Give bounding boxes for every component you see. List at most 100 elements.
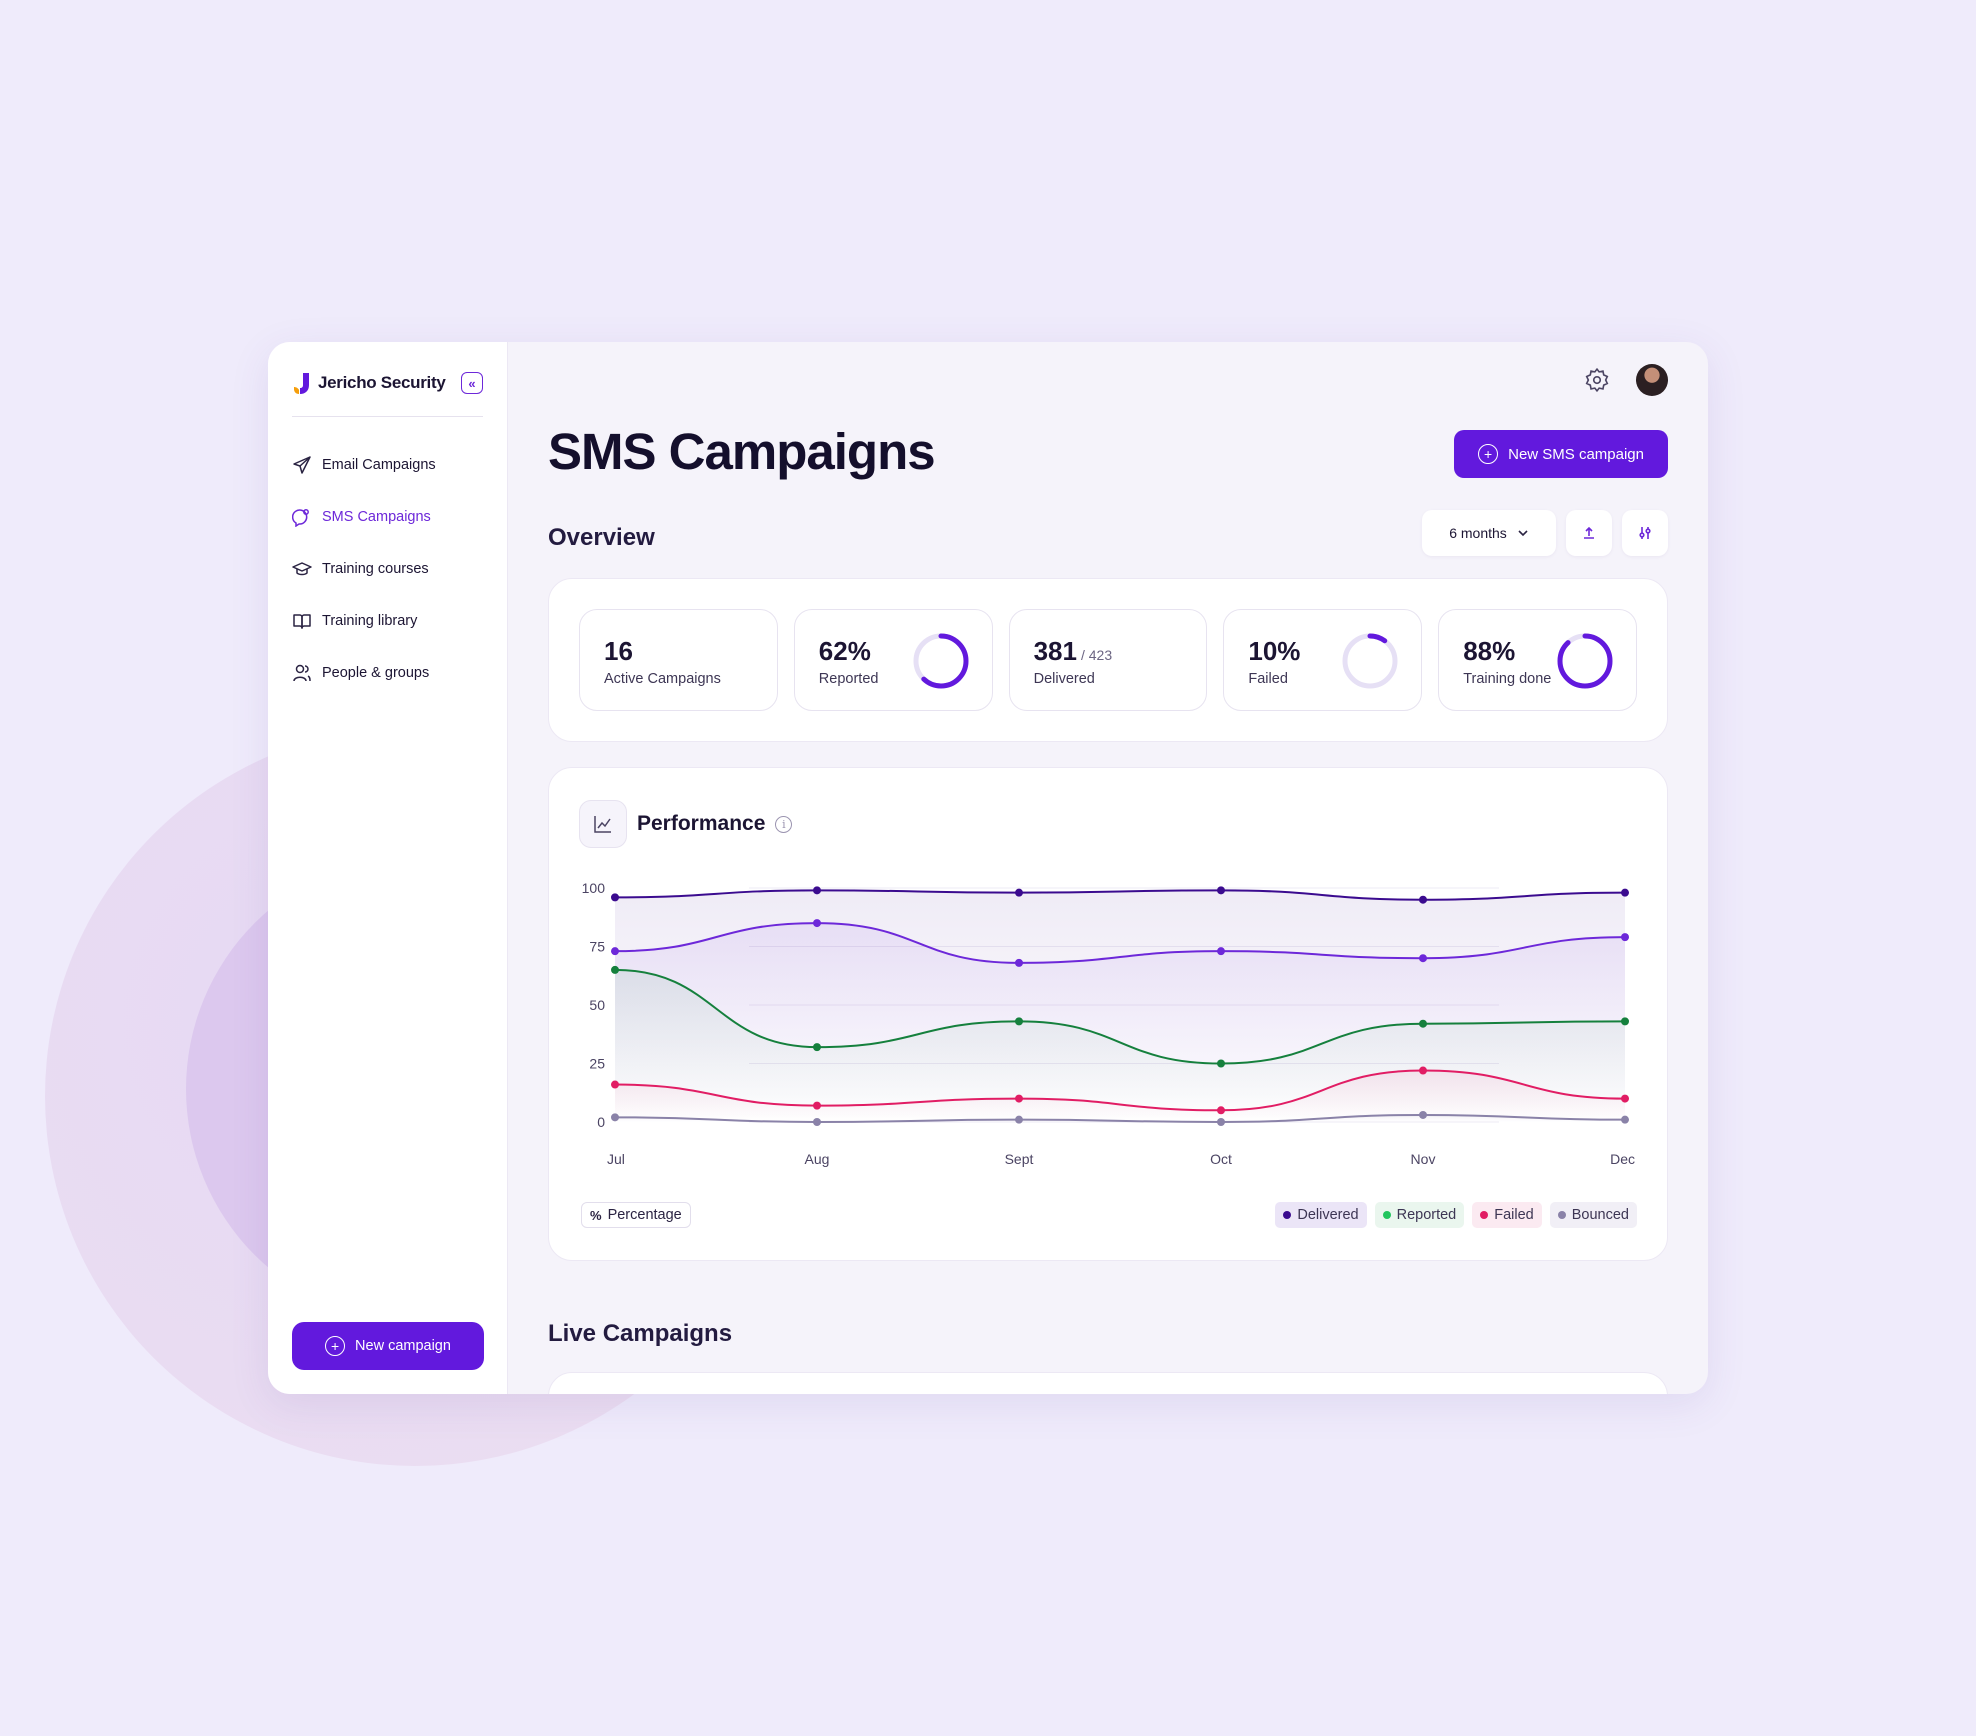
data-point[interactable]	[813, 1043, 821, 1052]
data-point[interactable]	[1217, 886, 1225, 895]
overview-title: Overview	[548, 524, 655, 551]
info-icon[interactable]: i	[775, 815, 793, 833]
data-point[interactable]	[1621, 1115, 1629, 1124]
avatar[interactable]	[1636, 364, 1668, 396]
progress-ring	[913, 633, 969, 689]
legend-item-failed[interactable]: Failed	[1472, 1202, 1542, 1228]
sliders-icon	[1639, 527, 1651, 539]
overview-controls: 6 months	[1412, 510, 1668, 556]
range-select-value: 6 months	[1449, 525, 1507, 541]
legend-dot	[1557, 1211, 1566, 1219]
legend-label: Reported	[1396, 1207, 1457, 1223]
data-point[interactable]	[611, 947, 619, 956]
unit-badge-label: Percentage	[607, 1207, 682, 1223]
series-line	[614, 922, 1626, 964]
gear-icon[interactable]	[1584, 367, 1610, 393]
chevron-down-icon	[1518, 530, 1528, 537]
main-content: SMS Campaigns + New SMS campaign Overvie…	[508, 342, 1708, 1394]
sidebar-item-label: SMS Campaigns	[322, 509, 431, 525]
data-point[interactable]	[1217, 1106, 1225, 1115]
sidebar-item-label: Training library	[322, 613, 418, 629]
app-window: Jericho Security « Email Campaigns SMS C…	[268, 342, 1708, 1394]
performance-title: Performance	[637, 812, 766, 835]
live-campaigns-card	[548, 1372, 1668, 1394]
x-tick-label: Dec	[1610, 1151, 1635, 1167]
data-point[interactable]	[611, 965, 619, 974]
data-point[interactable]	[1621, 888, 1629, 897]
data-point[interactable]	[813, 886, 821, 895]
series-line	[614, 889, 1626, 901]
stat-failed: 10% Failed	[1223, 609, 1423, 711]
legend-label: Failed	[1494, 1207, 1534, 1223]
range-select[interactable]: 6 months	[1422, 510, 1556, 556]
data-point[interactable]	[1015, 958, 1023, 967]
data-point[interactable]	[611, 893, 619, 902]
brand: Jericho Security	[292, 368, 483, 398]
data-point[interactable]	[611, 1080, 619, 1089]
series-area	[615, 1070, 1625, 1122]
legend-dot	[1480, 1211, 1489, 1219]
sidebar-item-label: Email Campaigns	[322, 457, 436, 473]
y-tick-label: 100	[582, 880, 606, 896]
export-button[interactable]	[1566, 510, 1612, 556]
sidebar-item-training-courses[interactable]: Training courses	[292, 543, 483, 595]
y-tick-label: 0	[597, 1114, 605, 1130]
data-point[interactable]	[1419, 1019, 1427, 1028]
data-point[interactable]	[1015, 1115, 1023, 1124]
data-point[interactable]	[1621, 933, 1629, 942]
data-point[interactable]	[611, 1113, 619, 1122]
series-line	[614, 1113, 1626, 1124]
sidebar-item-training-library[interactable]: Training library	[292, 595, 483, 647]
data-point[interactable]	[1015, 888, 1023, 897]
legend-item-delivered[interactable]: Delivered	[1275, 1202, 1367, 1228]
stat-value: 10%	[1248, 636, 1301, 666]
stat-label: Reported	[818, 671, 879, 687]
plus-circle-icon: +	[325, 1336, 346, 1356]
data-point[interactable]	[1217, 947, 1225, 956]
stat-value: 16	[604, 636, 633, 666]
legend-item-reported[interactable]: Reported	[1374, 1202, 1465, 1228]
stat-delivered: 381/ 423 Delivered	[1008, 609, 1208, 711]
data-point[interactable]	[1015, 1094, 1023, 1103]
sidebar-item-sms-campaigns[interactable]: SMS Campaigns	[292, 491, 483, 543]
sidebar-nav: Email Campaigns SMS Campaigns Training c…	[292, 439, 483, 699]
data-point[interactable]	[1419, 954, 1427, 963]
legend-dot	[1283, 1211, 1292, 1219]
data-point[interactable]	[813, 919, 821, 928]
data-point[interactable]	[813, 1101, 821, 1110]
data-point[interactable]	[1217, 1118, 1225, 1126]
legend-label: Delivered	[1297, 1207, 1359, 1223]
collapse-sidebar-button[interactable]: «	[461, 372, 483, 394]
sidebar-item-email-campaigns[interactable]: Email Campaigns	[292, 439, 483, 491]
data-point[interactable]	[1621, 1094, 1629, 1103]
stat-value: 88%	[1463, 636, 1516, 666]
data-point[interactable]	[813, 1118, 821, 1126]
filter-button[interactable]	[1622, 510, 1668, 556]
sidebar: Jericho Security « Email Campaigns SMS C…	[268, 342, 508, 1394]
data-point[interactable]	[1015, 1017, 1023, 1026]
legend-dot	[1382, 1211, 1391, 1219]
stats-card: 16 Active Campaigns 62% Reported 381/ 42…	[548, 578, 1668, 742]
new-sms-campaign-button[interactable]: + New SMS campaign	[1454, 430, 1668, 478]
new-sms-campaign-label: New SMS campaign	[1508, 445, 1644, 463]
data-point[interactable]	[1419, 1066, 1427, 1075]
data-point[interactable]	[1419, 1110, 1427, 1119]
progress-ring	[1342, 633, 1398, 689]
double-chevron-left-icon: «	[468, 375, 476, 391]
sidebar-item-people-groups[interactable]: People & groups	[292, 647, 483, 699]
stat-training-done: 88% Training done	[1438, 609, 1637, 711]
stat-label: Training done	[1463, 671, 1552, 687]
brand-logo-icon	[294, 373, 309, 394]
data-point[interactable]	[1621, 1017, 1629, 1026]
new-campaign-button[interactable]: + New campaign	[292, 1322, 484, 1370]
stat-active-campaigns: 16 Active Campaigns	[579, 609, 778, 711]
data-point[interactable]	[1217, 1059, 1225, 1068]
ring-fill	[1557, 633, 1613, 689]
performance-header: Performance i	[579, 800, 793, 848]
series-line	[614, 1069, 1626, 1112]
data-point[interactable]	[1419, 895, 1427, 904]
stat-value: 62%	[818, 636, 871, 666]
chat-bubble-icon	[292, 509, 309, 527]
legend-item-bounced[interactable]: Bounced	[1549, 1202, 1637, 1228]
topbar	[1584, 364, 1668, 396]
